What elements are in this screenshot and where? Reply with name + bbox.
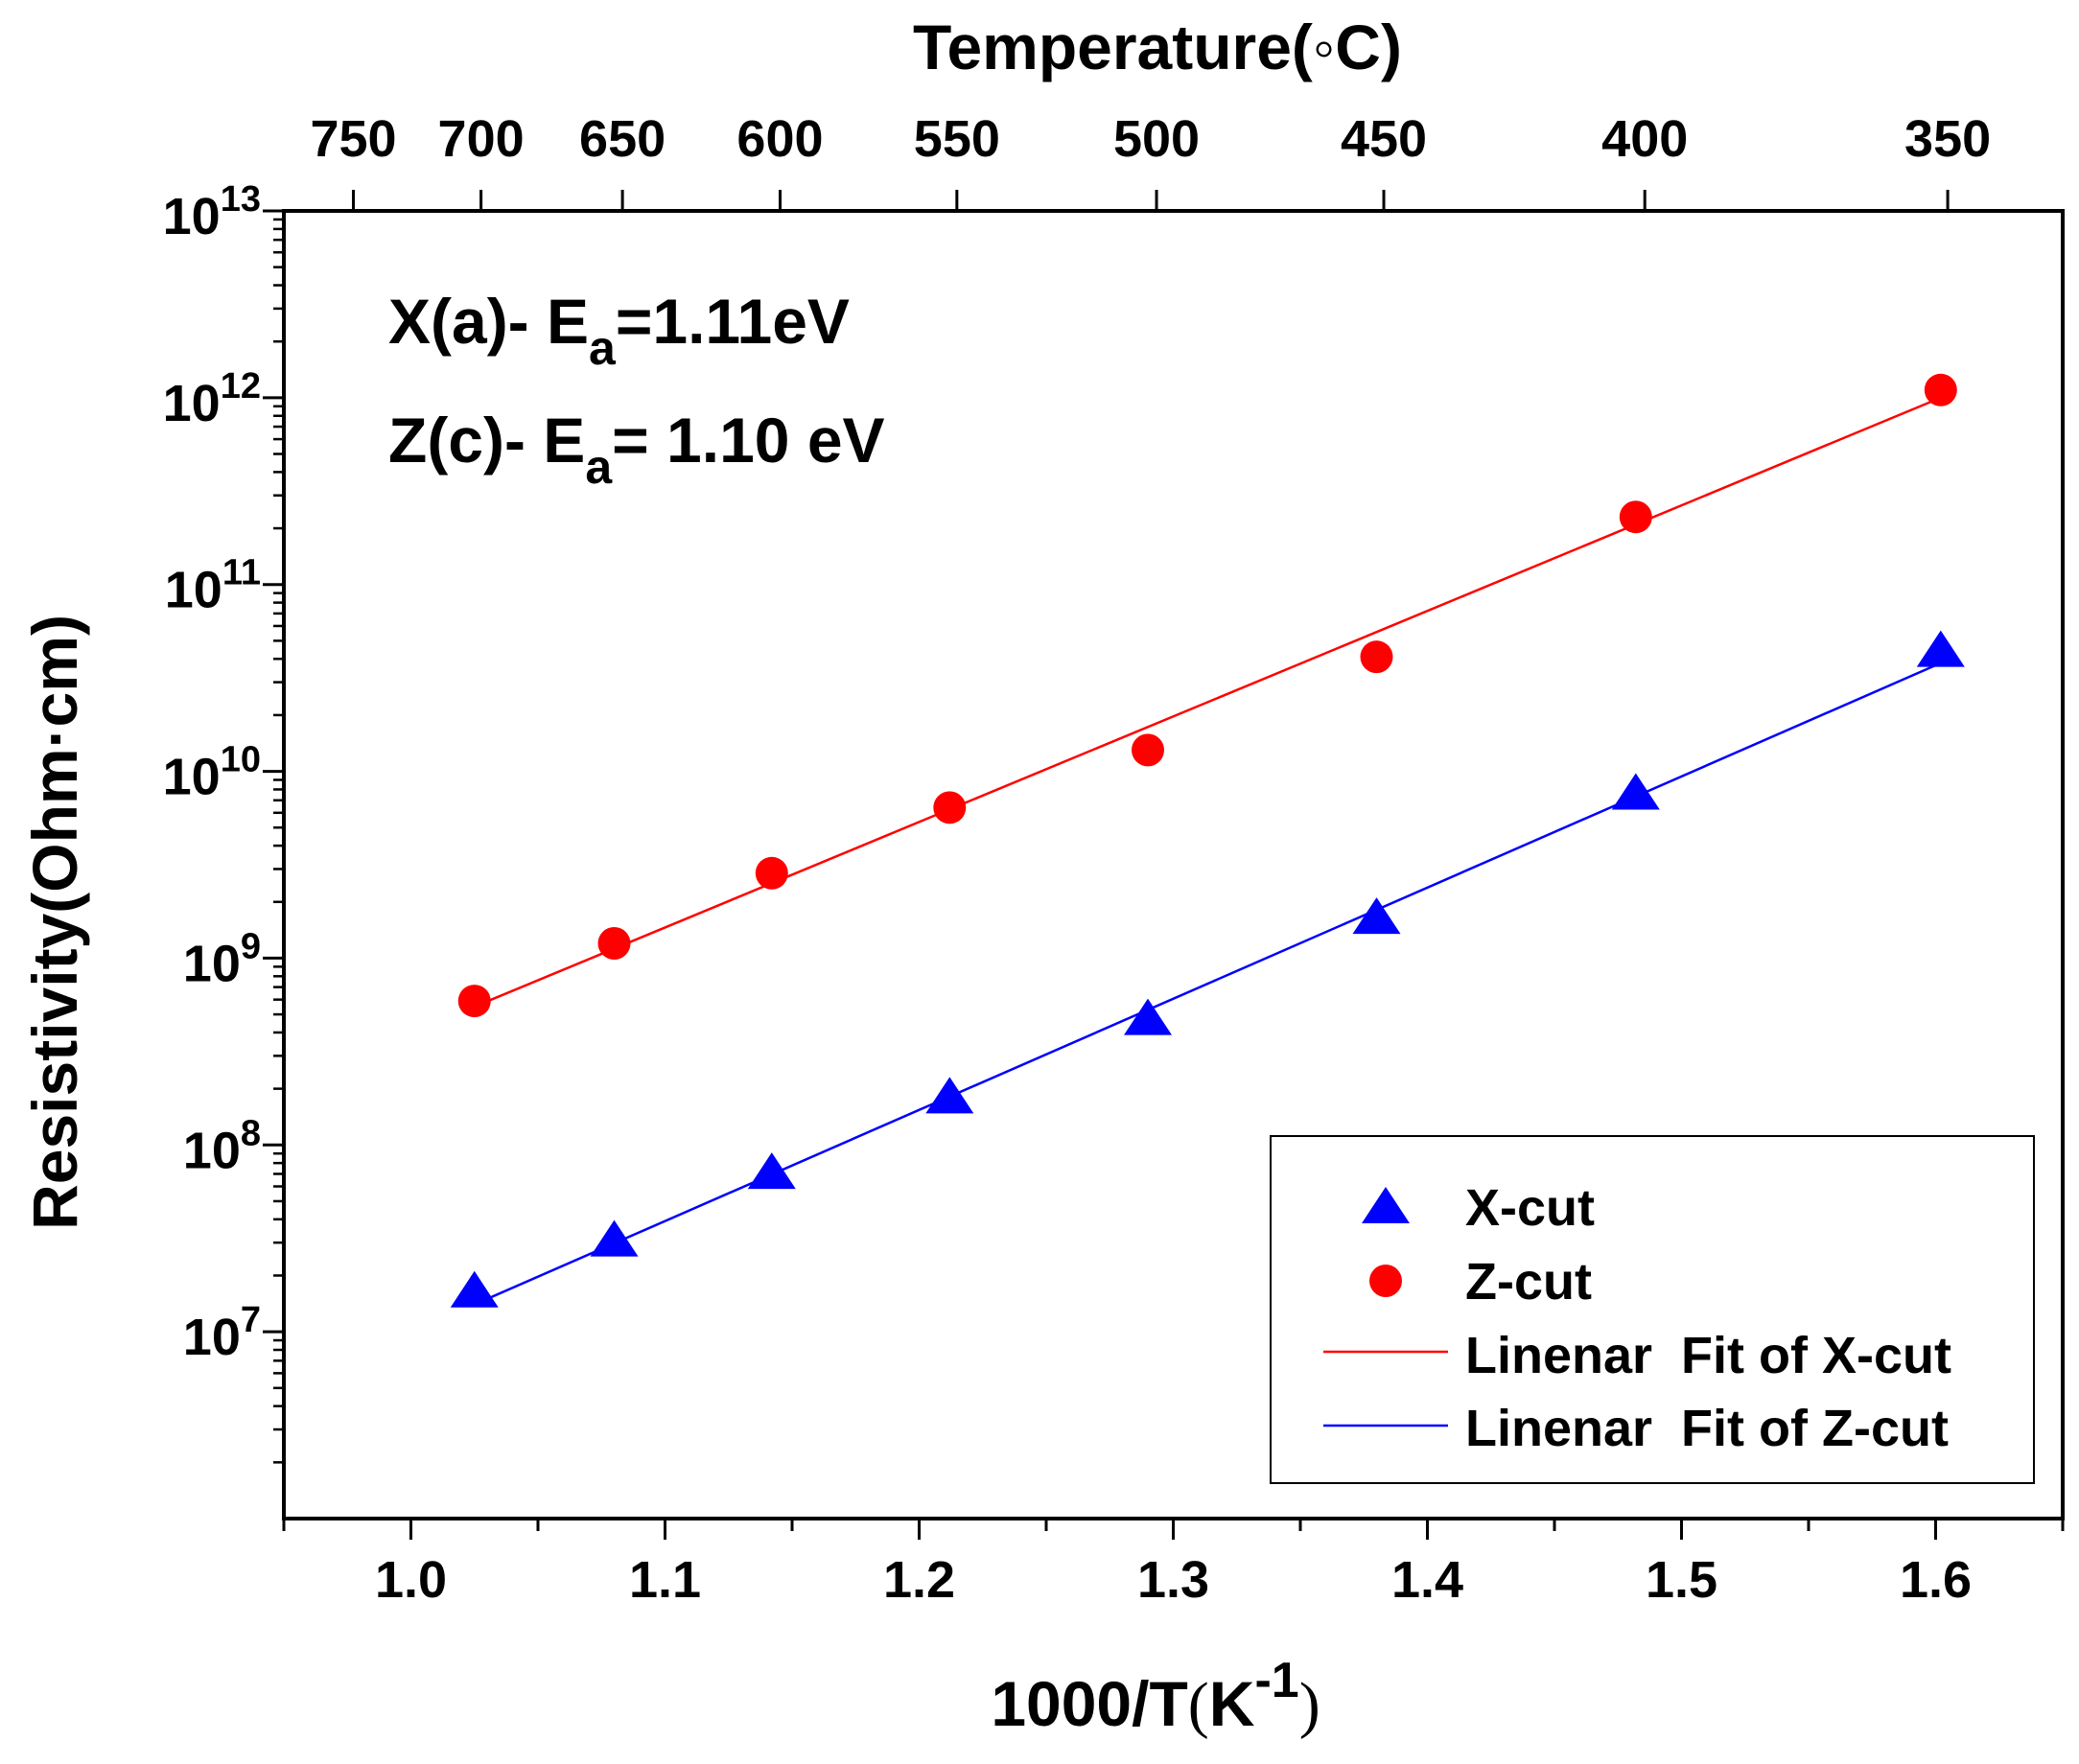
legend-label-x-cut: X-cut	[1465, 1179, 1595, 1237]
top-x-axis-title: Temperature(◦C)	[913, 12, 1402, 82]
fit-line	[474, 396, 1942, 1009]
top-tick-label: 350	[1904, 110, 1991, 168]
data-point-x-cut	[925, 1077, 974, 1114]
legend-marker-z-cut	[1369, 1265, 1402, 1297]
y-tick-label: 107	[183, 1300, 261, 1366]
y-tick-label: 1011	[165, 553, 261, 619]
data-point-x-cut	[1611, 773, 1660, 810]
legend-label-z-cut: Z-cut	[1465, 1253, 1592, 1311]
y-tick-label: 109	[183, 926, 261, 992]
annotation-z-activation: Z(c)- Ea= 1.10 eV	[388, 405, 885, 494]
data-markers	[450, 373, 1965, 1308]
annotation-x-activation: X(a)- Ea=1.11eV	[388, 286, 850, 375]
y-tick-label: 1012	[163, 366, 261, 432]
x-tick-label: 1.4	[1391, 1551, 1463, 1609]
data-point-z-cut	[597, 926, 631, 960]
top-tick-label: 750	[310, 110, 396, 168]
y-tick-label: 1010	[163, 740, 261, 806]
y-tick-label: 1013	[163, 179, 261, 245]
data-point-x-cut	[747, 1152, 796, 1190]
data-point-x-cut	[450, 1270, 499, 1308]
top-tick-label: 400	[1601, 110, 1688, 168]
legend: X-cut Z-cut Linenar Fit of X-cut Linenar…	[1270, 1135, 2035, 1484]
data-point-z-cut	[1619, 500, 1652, 534]
data-point-x-cut	[590, 1219, 639, 1257]
top-tick-label: 700	[438, 110, 525, 168]
x-tick-label: 1.6	[1900, 1551, 1972, 1609]
x-tick-label: 1.5	[1646, 1551, 1717, 1609]
y-axis-title: Resistivity(Ohm·cm)	[19, 615, 90, 1230]
data-point-z-cut	[1924, 373, 1957, 406]
top-tick-label: 600	[736, 110, 823, 168]
data-point-z-cut	[755, 856, 788, 890]
data-point-z-cut	[933, 791, 967, 824]
x-tick-label: 1.3	[1137, 1551, 1209, 1609]
legend-label-fit-x: Linenar Fit of X-cut	[1465, 1327, 1951, 1384]
fit-lines	[474, 396, 1942, 1306]
data-point-x-cut	[1124, 998, 1172, 1035]
top-tick-label: 650	[579, 110, 666, 168]
legend-label-fit-z: Linenar Fit of Z-cut	[1465, 1400, 1949, 1457]
axis-ticks: 1.0 1.1 1.2 1.3 1.4 1.5 1.6 107 108 109 1010 1011 10…	[163, 110, 2065, 1609]
top-tick-label: 450	[1341, 110, 1427, 168]
data-point-z-cut	[1360, 640, 1393, 674]
x-tick-label: 1.2	[883, 1551, 955, 1609]
x-tick-label: 1.1	[629, 1551, 701, 1609]
y-tick-label: 108	[183, 1113, 261, 1179]
data-point-x-cut	[1352, 897, 1401, 935]
data-point-z-cut	[1132, 733, 1164, 767]
data-point-z-cut	[457, 985, 491, 1018]
legend-marker-x-cut	[1362, 1187, 1410, 1223]
fit-line	[474, 662, 1942, 1306]
top-tick-label: 550	[914, 110, 1000, 168]
x-tick-label: 1.0	[375, 1551, 447, 1609]
x-axis-title: 1000/T(K-1)	[991, 1653, 1320, 1740]
top-tick-label: 500	[1113, 110, 1200, 168]
data-point-x-cut	[1916, 630, 1965, 667]
